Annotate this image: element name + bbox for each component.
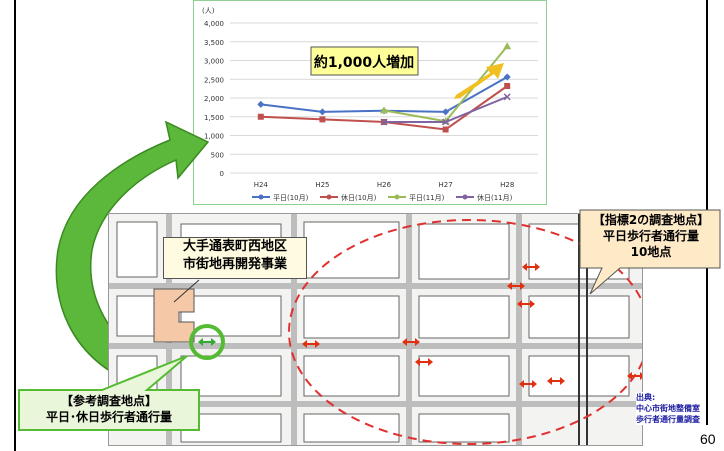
page-frame-left: [14, 0, 16, 451]
data-point: [257, 100, 265, 108]
source-line1: 中心市街地整備室: [636, 404, 700, 413]
x-tick-label: H24: [254, 181, 269, 189]
y-tick-label: 2,000: [204, 95, 224, 103]
y-tick-label: 1,000: [204, 133, 224, 141]
y-tick-label: 0: [220, 170, 224, 178]
red-arrow-icon: [522, 263, 540, 271]
reference-title: 【参考調査地点】: [60, 394, 157, 408]
highlight-arrow: [454, 63, 504, 99]
y-tick-label: 2,500: [204, 76, 224, 84]
legend-marker: [326, 194, 332, 200]
red-arrow-icon: [507, 282, 525, 290]
development-label: 大手通表町西地区 市街地再開発事業: [163, 237, 307, 279]
development-line1: 大手通表町西地区: [182, 239, 287, 254]
legend-label: 休日(10月): [341, 193, 377, 202]
data-point: [380, 118, 388, 126]
data-point: [318, 108, 326, 116]
street-map: [108, 213, 643, 446]
y-tick-label: 3,000: [204, 58, 224, 66]
legend-label: 平日(11月): [409, 194, 445, 202]
y-unit-label: (人): [202, 7, 215, 15]
line-chart: (人) 0 500 1,000 1,500 2,000 2,500 3,000 3,500 4,0…: [202, 7, 538, 202]
data-point: [503, 93, 511, 101]
curved-green-arrow: [55, 120, 210, 383]
data-point: [442, 126, 449, 133]
data-point: [503, 42, 512, 50]
reference-line1: 平日･休日歩行者通行量: [45, 410, 172, 424]
development-line2: 市街地再開発事業: [182, 257, 287, 272]
data-point: [380, 106, 388, 114]
indicator-line1: 平日歩行者通行量: [602, 229, 699, 243]
reference-callout: 【参考調査地点】 平日･休日歩行者通行量: [19, 393, 199, 425]
indicator-line2: 10地点: [630, 245, 672, 259]
annotation-text: 約1,000人増加: [314, 54, 414, 71]
legend-label: 休日(11月): [477, 193, 513, 202]
data-point: [503, 73, 511, 81]
data-point: [319, 116, 326, 123]
data-point: [504, 83, 511, 89]
red-arrow-icon: [402, 338, 420, 346]
red-arrow-icon: [519, 380, 537, 388]
x-tick-label: H25: [315, 181, 329, 189]
data-point: [442, 118, 450, 126]
y-tick-label: 4,000: [204, 20, 224, 28]
red-arrow-icon: [627, 372, 642, 380]
development-area: [153, 288, 195, 343]
red-arrow-icon: [302, 340, 320, 348]
source-label: 出典:: [636, 393, 656, 402]
legend-marker: [394, 194, 400, 200]
green-arrow-icon: [198, 338, 216, 346]
red-arrow-icon: [415, 358, 433, 366]
red-arrow-icon: [547, 377, 565, 385]
x-tick-label: H28: [500, 181, 514, 189]
y-tick-label: 1,500: [204, 114, 224, 122]
red-arrow-icon: [517, 300, 535, 308]
survey-area-ellipse: [288, 219, 642, 445]
annotation-box: [310, 46, 419, 76]
x-tick-label: H26: [377, 181, 392, 189]
source-note: 出典: 中心市街地整備室 歩行者通行量調査: [636, 392, 706, 425]
y-tick-label: 500: [211, 151, 224, 159]
data-point: [442, 108, 450, 116]
indicator-title: 【指標2の調査地点】: [592, 213, 710, 227]
y-tick-label: 3,500: [204, 39, 224, 47]
data-point: [257, 113, 264, 120]
reference-point-circle: [189, 324, 225, 360]
legend-marker: [258, 194, 264, 200]
reference-callout-shape: [18, 355, 200, 431]
chart-panel: (人) 0 500 1,000 1,500 2,000 2,500 3,000 3,500 4,0…: [193, 0, 547, 205]
legend-label: 平日(10月): [273, 194, 309, 202]
indicator-callout-shape: [579, 209, 721, 295]
indicator-callout: 【指標2の調査地点】 平日歩行者通行量 10地点: [580, 212, 722, 260]
source-line2: 歩行者通行量調査: [636, 415, 700, 424]
legend-marker: [462, 194, 468, 200]
x-tick-label: H27: [439, 181, 453, 189]
page-number: 60: [700, 431, 716, 447]
